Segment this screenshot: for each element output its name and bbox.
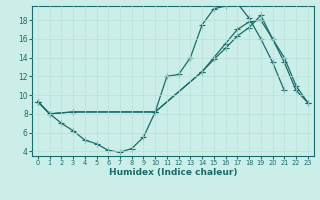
X-axis label: Humidex (Indice chaleur): Humidex (Indice chaleur): [108, 168, 237, 177]
